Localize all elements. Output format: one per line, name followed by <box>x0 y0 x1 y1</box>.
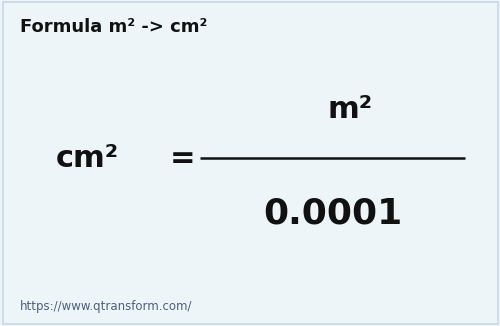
Text: cm²: cm² <box>56 144 119 172</box>
Text: m²: m² <box>328 95 372 124</box>
Text: =: = <box>170 144 196 172</box>
Text: https://www.qtransform.com/: https://www.qtransform.com/ <box>20 300 193 313</box>
Text: Formula m² -> cm²: Formula m² -> cm² <box>20 18 208 36</box>
Text: 0.0001: 0.0001 <box>263 197 402 230</box>
FancyBboxPatch shape <box>2 2 498 324</box>
